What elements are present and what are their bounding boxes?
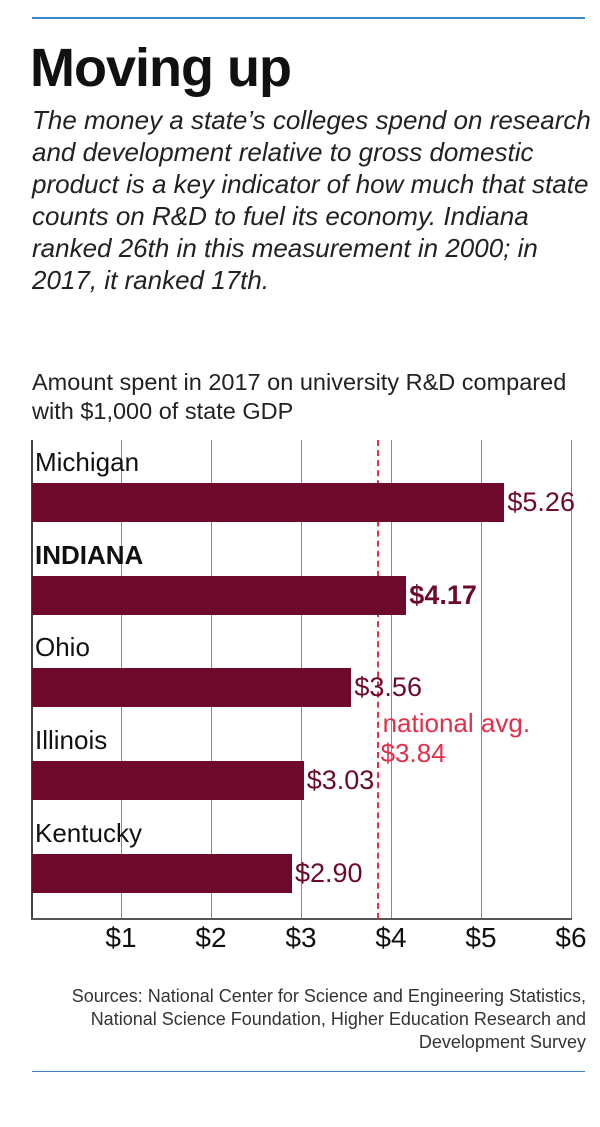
category-label: INDIANA — [35, 539, 144, 570]
value-label: $3.56 — [354, 672, 422, 703]
bar — [32, 575, 407, 615]
category-label: Kentucky — [35, 817, 142, 848]
x-tick-label: $1 — [105, 922, 137, 953]
reference-label: national avg. — [382, 708, 531, 738]
x-tick-label: $3 — [285, 922, 317, 953]
source-note: Sources: National Center for Science and… — [71, 986, 586, 1052]
gridline — [571, 440, 572, 919]
bar — [32, 668, 352, 708]
x-axis — [31, 918, 572, 920]
category-label: Ohio — [35, 632, 90, 663]
bar — [32, 853, 292, 893]
value-label: $4.17 — [409, 579, 477, 610]
gridline — [391, 440, 392, 919]
category-label: Michigan — [35, 447, 140, 477]
chart-title: Amount spent in 2017 on university R&D c… — [32, 369, 567, 424]
gridline — [481, 440, 482, 919]
page-title: Moving up — [30, 38, 292, 98]
value-label: $3.03 — [306, 765, 375, 796]
category-label: Illinois — [35, 725, 108, 756]
x-tick-label: $5 — [465, 922, 497, 953]
value-label: $5.26 — [507, 487, 575, 517]
bar — [32, 483, 505, 522]
reference-value: $3.84 — [380, 738, 446, 768]
reference-line — [376, 440, 379, 919]
x-tick-label: $4 — [375, 922, 407, 953]
bottom-rule — [32, 1071, 585, 1072]
x-tick-label: $6 — [555, 922, 587, 953]
bar — [32, 761, 304, 801]
top-rule — [32, 17, 585, 19]
subtitle: The money a state’s colleges spend on re… — [32, 105, 591, 295]
x-tick-label: $2 — [195, 922, 227, 953]
value-label: $2.90 — [295, 857, 363, 888]
